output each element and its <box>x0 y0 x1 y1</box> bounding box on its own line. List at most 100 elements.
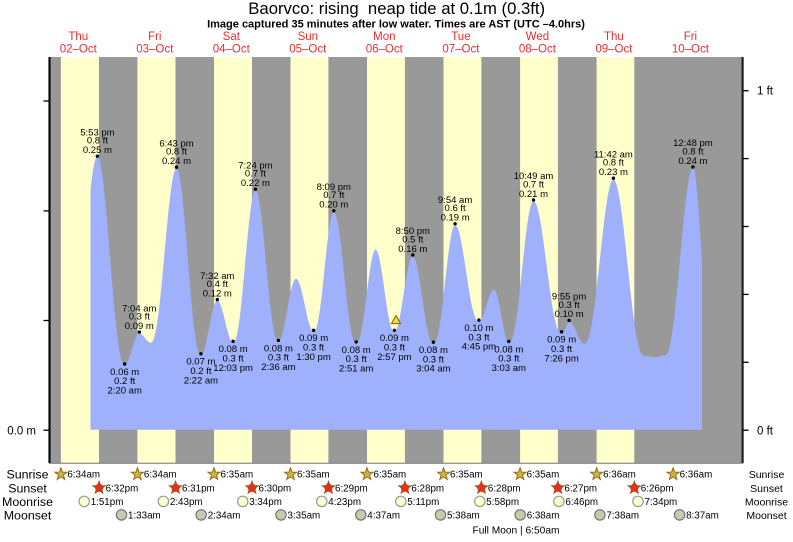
svg-text:3:03 am: 3:03 am <box>492 363 526 374</box>
svg-text:8:37am: 8:37am <box>686 510 719 521</box>
svg-text:0.08 m: 0.08 m <box>419 345 448 356</box>
svg-text:8:09 pm: 8:09 pm <box>317 182 351 193</box>
svg-text:0.19 m: 0.19 m <box>441 213 470 224</box>
svg-text:0.10 m: 0.10 m <box>555 309 584 320</box>
svg-text:0.08 m: 0.08 m <box>219 344 248 355</box>
svg-text:2:34am: 2:34am <box>208 510 241 521</box>
svg-text:0.24 m: 0.24 m <box>162 156 191 167</box>
svg-text:0.7 ft: 0.7 ft <box>523 179 544 190</box>
svg-text:Full Moon | 6:50am: Full Moon | 6:50am <box>472 526 559 537</box>
svg-text:0.06 m: 0.06 m <box>110 367 139 378</box>
svg-text:Sunset: Sunset <box>8 481 47 495</box>
svg-text:0.09 m: 0.09 m <box>299 333 328 344</box>
svg-text:2:43pm: 2:43pm <box>170 497 203 508</box>
svg-text:4:37am: 4:37am <box>367 510 400 521</box>
svg-text:6:43 pm: 6:43 pm <box>159 138 193 149</box>
svg-text:2:20 am: 2:20 am <box>108 386 142 397</box>
svg-text:Mon: Mon <box>373 31 395 43</box>
svg-text:0.3 ft: 0.3 ft <box>551 344 572 355</box>
svg-text:12:48 pm: 12:48 pm <box>673 138 713 149</box>
svg-text:1:33am: 1:33am <box>128 510 161 521</box>
svg-text:6:32pm: 6:32pm <box>106 483 139 494</box>
svg-text:6:35am: 6:35am <box>374 470 407 481</box>
svg-text:0.3 ft: 0.3 ft <box>129 312 150 323</box>
svg-text:Tue: Tue <box>451 31 470 43</box>
svg-text:Thu: Thu <box>68 31 88 43</box>
svg-text:6:29pm: 6:29pm <box>335 483 368 494</box>
svg-text:02–Oct: 02–Oct <box>60 44 98 56</box>
svg-text:5:53 pm: 5:53 pm <box>80 127 114 138</box>
svg-text:6:35am: 6:35am <box>450 470 483 481</box>
svg-text:1 ft: 1 ft <box>757 86 774 98</box>
svg-text:6:36am: 6:36am <box>680 470 713 481</box>
svg-text:0.3 ft: 0.3 ft <box>498 354 519 365</box>
svg-text:0.16 m: 0.16 m <box>398 244 427 255</box>
svg-text:3:35am: 3:35am <box>288 510 321 521</box>
svg-text:09–Oct: 09–Oct <box>595 44 633 56</box>
svg-text:10:49 am: 10:49 am <box>514 171 554 182</box>
svg-text:0.09 m: 0.09 m <box>547 335 576 346</box>
svg-text:1:30 pm: 1:30 pm <box>296 352 330 363</box>
svg-text:11:42 am: 11:42 am <box>594 149 633 160</box>
svg-text:Image captured 35 minutes afte: Image captured 35 minutes after low wate… <box>207 19 585 31</box>
svg-text:04–Oct: 04–Oct <box>213 44 251 56</box>
svg-text:6:46pm: 6:46pm <box>565 497 598 508</box>
svg-text:0.8 ft: 0.8 ft <box>166 147 187 158</box>
svg-text:Moonset: Moonset <box>746 510 786 522</box>
svg-text:0.3 ft: 0.3 ft <box>303 343 324 354</box>
svg-text:6:35am: 6:35am <box>221 470 254 481</box>
svg-text:3:04 am: 3:04 am <box>416 364 450 375</box>
svg-text:Wed: Wed <box>526 31 549 43</box>
svg-text:0.3 ft: 0.3 ft <box>223 354 244 365</box>
svg-text:3:34pm: 3:34pm <box>249 497 282 508</box>
svg-text:0.8 ft: 0.8 ft <box>603 158 624 169</box>
svg-text:0.21 m: 0.21 m <box>519 189 548 200</box>
svg-text:8:50 pm: 8:50 pm <box>396 226 430 237</box>
svg-text:6:28pm: 6:28pm <box>411 483 444 494</box>
svg-text:0.8 ft: 0.8 ft <box>682 146 703 157</box>
svg-text:Thu: Thu <box>604 31 624 43</box>
svg-text:7:04 am: 7:04 am <box>122 303 156 314</box>
svg-text:0.5 ft: 0.5 ft <box>402 234 423 245</box>
svg-text:08–Oct: 08–Oct <box>519 44 557 56</box>
svg-text:6:38am: 6:38am <box>527 510 560 521</box>
svg-text:0.6 ft: 0.6 ft <box>445 203 466 214</box>
svg-text:2:22 am: 2:22 am <box>184 375 218 386</box>
svg-text:0.0 m: 0.0 m <box>7 425 36 437</box>
svg-text:9:54 am: 9:54 am <box>438 195 472 206</box>
svg-text:6:26pm: 6:26pm <box>641 483 674 494</box>
svg-text:0.24 m: 0.24 m <box>678 156 707 167</box>
svg-text:7:38am: 7:38am <box>606 510 639 521</box>
svg-text:Sunset: Sunset <box>750 483 783 495</box>
svg-text:0.4 ft: 0.4 ft <box>207 279 228 290</box>
svg-text:Moonset: Moonset <box>4 508 52 522</box>
svg-text:0.22 m: 0.22 m <box>241 178 270 189</box>
svg-text:2:36 am: 2:36 am <box>261 362 295 373</box>
svg-text:Sun: Sun <box>298 31 318 43</box>
svg-text:0.07 m: 0.07 m <box>186 357 215 368</box>
svg-text:2:57 pm: 2:57 pm <box>377 352 411 363</box>
svg-text:Moonrise: Moonrise <box>2 495 53 509</box>
svg-text:6:34am: 6:34am <box>67 470 100 481</box>
svg-text:0.3 ft: 0.3 ft <box>268 353 289 364</box>
svg-text:6:35am: 6:35am <box>297 470 330 481</box>
svg-text:12:03 pm: 12:03 pm <box>213 363 253 374</box>
svg-text:5:38am: 5:38am <box>447 510 480 521</box>
svg-text:0.08 m: 0.08 m <box>494 344 523 355</box>
svg-text:0.3 ft: 0.3 ft <box>346 354 367 365</box>
svg-text:6:27pm: 6:27pm <box>564 483 597 494</box>
svg-text:0.7 ft: 0.7 ft <box>245 169 266 180</box>
svg-text:05–Oct: 05–Oct <box>289 44 327 56</box>
svg-text:Sunrise: Sunrise <box>6 468 48 482</box>
svg-text:9:55 pm: 9:55 pm <box>552 292 586 303</box>
svg-text:7:32 am: 7:32 am <box>200 271 234 282</box>
svg-text:0 ft: 0 ft <box>757 425 774 437</box>
svg-text:10–Oct: 10–Oct <box>672 44 710 56</box>
svg-text:03–Oct: 03–Oct <box>136 44 174 56</box>
svg-text:7:34pm: 7:34pm <box>645 497 678 508</box>
svg-text:0.08 m: 0.08 m <box>264 343 293 354</box>
svg-text:Fri: Fri <box>148 31 161 43</box>
svg-text:0.25 m: 0.25 m <box>83 145 112 156</box>
svg-text:6:35am: 6:35am <box>527 470 560 481</box>
svg-text:Moonrise: Moonrise <box>745 496 788 508</box>
